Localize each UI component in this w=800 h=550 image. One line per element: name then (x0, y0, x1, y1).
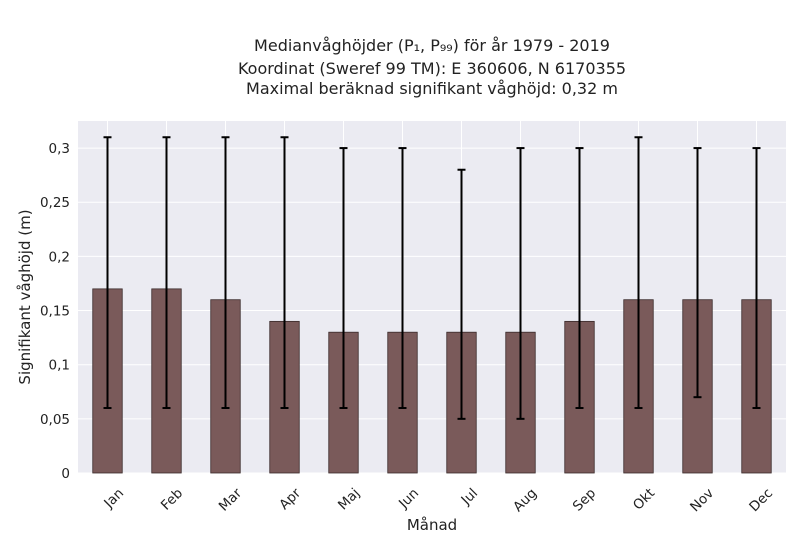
y-tick-label: 0,1 (49, 358, 70, 374)
x-tick-label: Dec (746, 485, 776, 515)
error-bar-aug (516, 147, 525, 420)
y-tick-label: 0 (61, 466, 70, 482)
x-axis-label: Månad (407, 516, 457, 534)
x-tick-label: Mar (216, 485, 246, 515)
x-tick-labels: Jan Feb Mar Apr Maj Jun Jul Aug Sep Okt Nov Dec (100, 485, 776, 515)
error-bar-apr (280, 136, 289, 410)
y-tick-label: 0,3 (49, 141, 70, 157)
x-tick-label: Aug (510, 485, 540, 515)
error-bar-jan (103, 136, 112, 410)
error-bar-nov (693, 147, 702, 399)
x-tick-label: Feb (158, 485, 186, 513)
chart-title-line-3: Maximal beräknad signifikant våghöjd: 0,… (246, 79, 618, 98)
chart-title-line-2: Koordinat (Sweref 99 TM): E 360606, N 61… (238, 59, 626, 78)
chart-title-line-1: Medianvåghöjder (P₁, P₉₉) för år 1979 - … (254, 36, 610, 55)
x-tick-label: Jul (458, 485, 482, 509)
error-bar-jun (398, 147, 407, 410)
y-tick-label: 0,05 (40, 412, 70, 428)
error-bars (103, 136, 761, 420)
y-tick-label: 0,25 (40, 195, 70, 211)
x-tick-label: Jan (100, 485, 127, 512)
x-tick-label: Sep (570, 485, 599, 514)
y-axis-label: Signifikant våghöjd (m) (16, 209, 34, 384)
error-bar-dec (752, 147, 761, 410)
x-tick-label: Maj (335, 485, 363, 513)
x-tick-label: Nov (687, 485, 717, 515)
x-tick-label: Okt (630, 485, 658, 513)
error-bar-okt (634, 136, 643, 410)
error-bar-feb (162, 136, 171, 410)
chart-title: Medianvåghöjder (P₁, P₉₉) för år 1979 - … (238, 36, 626, 98)
error-bar-mar (221, 136, 230, 410)
x-tick-label: Jun (395, 485, 422, 512)
error-bar-jul (457, 168, 466, 420)
plot-area (78, 121, 786, 473)
y-tick-label: 0,2 (49, 249, 70, 265)
x-tick-label: Apr (276, 485, 304, 513)
y-tick-label: 0,15 (40, 304, 70, 320)
error-bar-maj (339, 147, 348, 410)
error-bar-sep (575, 147, 584, 410)
y-tick-labels: 0 0,05 0,1 0,15 0,2 0,25 0,3 (40, 141, 70, 482)
